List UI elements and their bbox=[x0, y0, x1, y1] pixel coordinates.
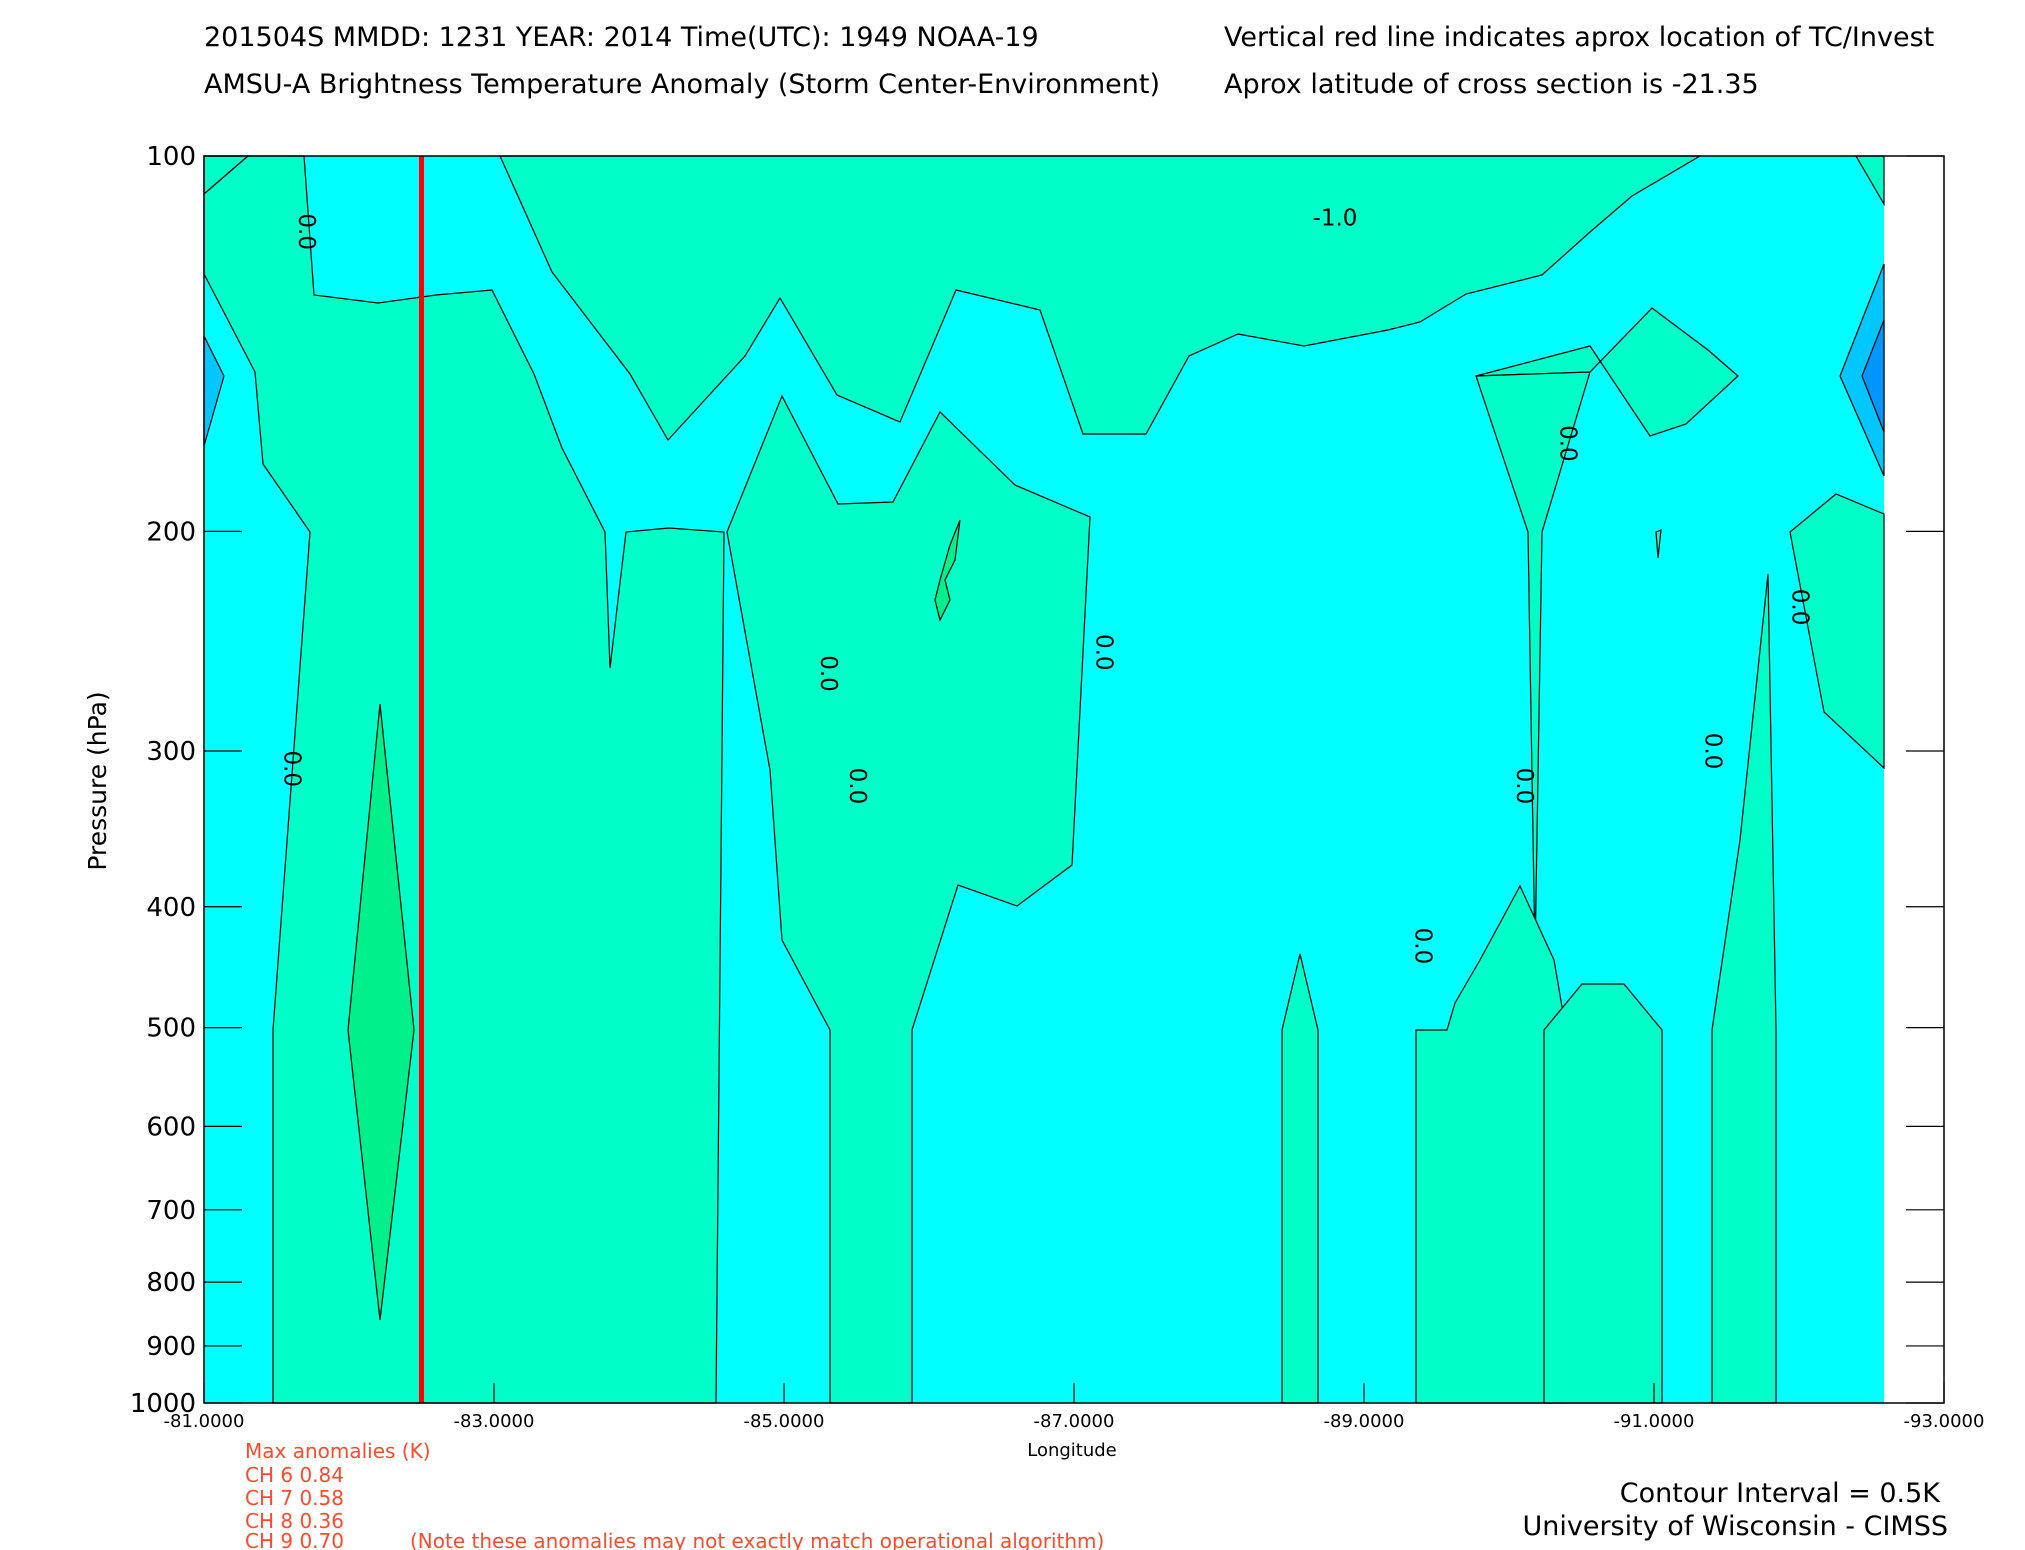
y-axis-ticks: 100 200 300 400 500 600 700 800 900 1000 bbox=[130, 142, 1944, 1419]
x-tick-label: -89.0000 bbox=[1324, 1411, 1405, 1432]
header-line1-right: Vertical red line indicates aprox locati… bbox=[1224, 22, 1934, 53]
contour-label: 0.0 bbox=[1511, 768, 1537, 805]
contour-region-left-warmer bbox=[347, 703, 415, 1321]
contour-region-top-warm bbox=[499, 155, 1703, 442]
contour-label: 0.0 bbox=[844, 768, 870, 805]
contour-interval-text: Contour Interval = 0.5K bbox=[1620, 1478, 1942, 1509]
y-tick-label: 400 bbox=[146, 893, 196, 923]
contour-region-spike-a bbox=[1281, 953, 1319, 1404]
anomalies-note: (Note these anomalies may not exactly ma… bbox=[410, 1529, 1104, 1550]
contour-label: 0.0 bbox=[1555, 425, 1581, 462]
contour-label: 0.0 bbox=[1700, 733, 1726, 770]
x-tick-label: -83.0000 bbox=[454, 1411, 535, 1432]
credit-text: University of Wisconsin - CIMSS bbox=[1522, 1511, 1948, 1542]
contour-region-left-warm bbox=[203, 155, 725, 1404]
y-tick-label: 200 bbox=[146, 517, 196, 547]
header-line1-left: 201504S MMDD: 1231 YEAR: 2014 Time(UTC):… bbox=[204, 22, 1039, 53]
y-tick-label: 900 bbox=[146, 1332, 196, 1362]
header-line2-right: Aprox latitude of cross section is -21.3… bbox=[1224, 69, 1759, 100]
contour-label: 0.0 bbox=[1091, 634, 1117, 671]
y-tick-label: 100 bbox=[146, 142, 196, 172]
x-tick-label: -85.0000 bbox=[744, 1411, 825, 1432]
header-line2-left: AMSU-A Brightness Temperature Anomaly (S… bbox=[204, 69, 1160, 100]
y-tick-label: 700 bbox=[146, 1196, 196, 1226]
contour-labels: 0.0 0.0 0.0 0.0 0.0 -1.0 0.0 0.0 0.0 0.0 0.0 bbox=[279, 205, 1813, 965]
contour-label: 0.0 bbox=[1410, 928, 1436, 965]
contour-label: 0.0 bbox=[815, 655, 841, 692]
anomalies-title: Max anomalies (K) bbox=[245, 1439, 431, 1463]
contour-region-right-tongue bbox=[1475, 371, 1591, 959]
contour-region-spike-c bbox=[1543, 983, 1663, 1404]
x-tick-label: -81.0000 bbox=[164, 1411, 245, 1432]
y-tick-label: 600 bbox=[146, 1112, 196, 1142]
anomaly-row-ch6: CH 6 0.84 bbox=[245, 1463, 344, 1487]
x-axis-ticks: -81.0000 -83.0000 -85.0000 -87.0000 -89.0000… bbox=[164, 1383, 1985, 1432]
contour-region-right-colder bbox=[1861, 319, 1885, 433]
x-tick-label: -87.0000 bbox=[1034, 1411, 1115, 1432]
y-tick-label: 1000 bbox=[130, 1389, 196, 1419]
anomaly-row-ch7: CH 7 0.58 bbox=[245, 1486, 344, 1510]
contour-region-center-warm bbox=[726, 394, 1091, 1404]
x-tick-label: -93.0000 bbox=[1904, 1411, 1985, 1432]
contour-label: 0.0 bbox=[279, 750, 305, 787]
y-tick-label: 500 bbox=[146, 1014, 196, 1044]
anomaly-row-ch9: CH 9 0.70 bbox=[245, 1529, 344, 1550]
y-tick-label: 300 bbox=[146, 737, 196, 767]
y-axis-title: Pressure (hPa) bbox=[83, 691, 112, 870]
contour-regions bbox=[203, 155, 1885, 1404]
y-tick-label: 800 bbox=[146, 1268, 196, 1298]
x-tick-label: -91.0000 bbox=[1614, 1411, 1695, 1432]
contour-region-right-upper-warm bbox=[1475, 307, 1739, 437]
contour-label: 0.0 bbox=[293, 213, 319, 250]
contour-label: -1.0 bbox=[1313, 205, 1358, 231]
x-axis-title: Longitude bbox=[1027, 1440, 1117, 1461]
contour-region-tiny-blob bbox=[1655, 529, 1662, 559]
contour-region-right-edge-warm bbox=[1789, 493, 1885, 770]
contour-label: 0.0 bbox=[1787, 589, 1813, 626]
anomaly-row-ch8: CH 8 0.36 bbox=[245, 1509, 344, 1533]
contour-region-center-warmer bbox=[934, 519, 961, 622]
contour-region-spike-b bbox=[1415, 884, 1567, 1404]
